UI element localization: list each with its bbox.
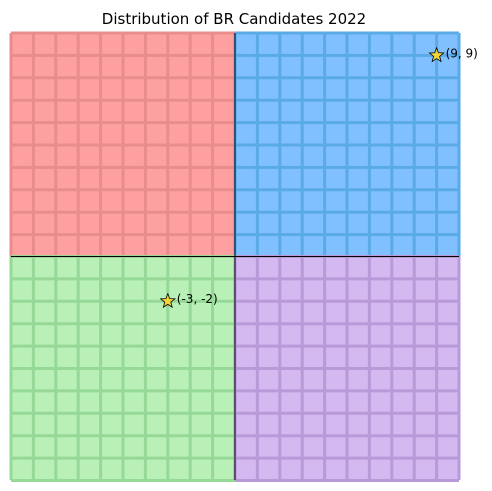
data-points: (9, 9) (-3, -2) [159, 46, 478, 309]
star-marker [159, 292, 176, 309]
star-marker [428, 46, 445, 63]
quadrant-bottom-right [233, 255, 461, 482]
chart-title: Distribution of BR Candidates 2022 [102, 10, 366, 28]
quadrant-top-right [233, 31, 461, 259]
point-label: (9, 9) [446, 46, 478, 60]
quadrant-top-left [9, 31, 237, 259]
quadrant-bottom-left [9, 255, 237, 482]
axes [11, 33, 459, 480]
quadrants [9, 31, 461, 482]
point-label: (-3, -2) [177, 292, 218, 306]
